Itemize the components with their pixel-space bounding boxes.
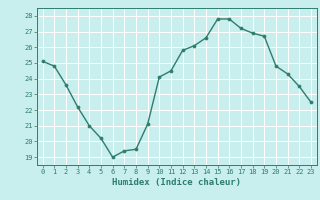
X-axis label: Humidex (Indice chaleur): Humidex (Indice chaleur) [112, 178, 241, 187]
